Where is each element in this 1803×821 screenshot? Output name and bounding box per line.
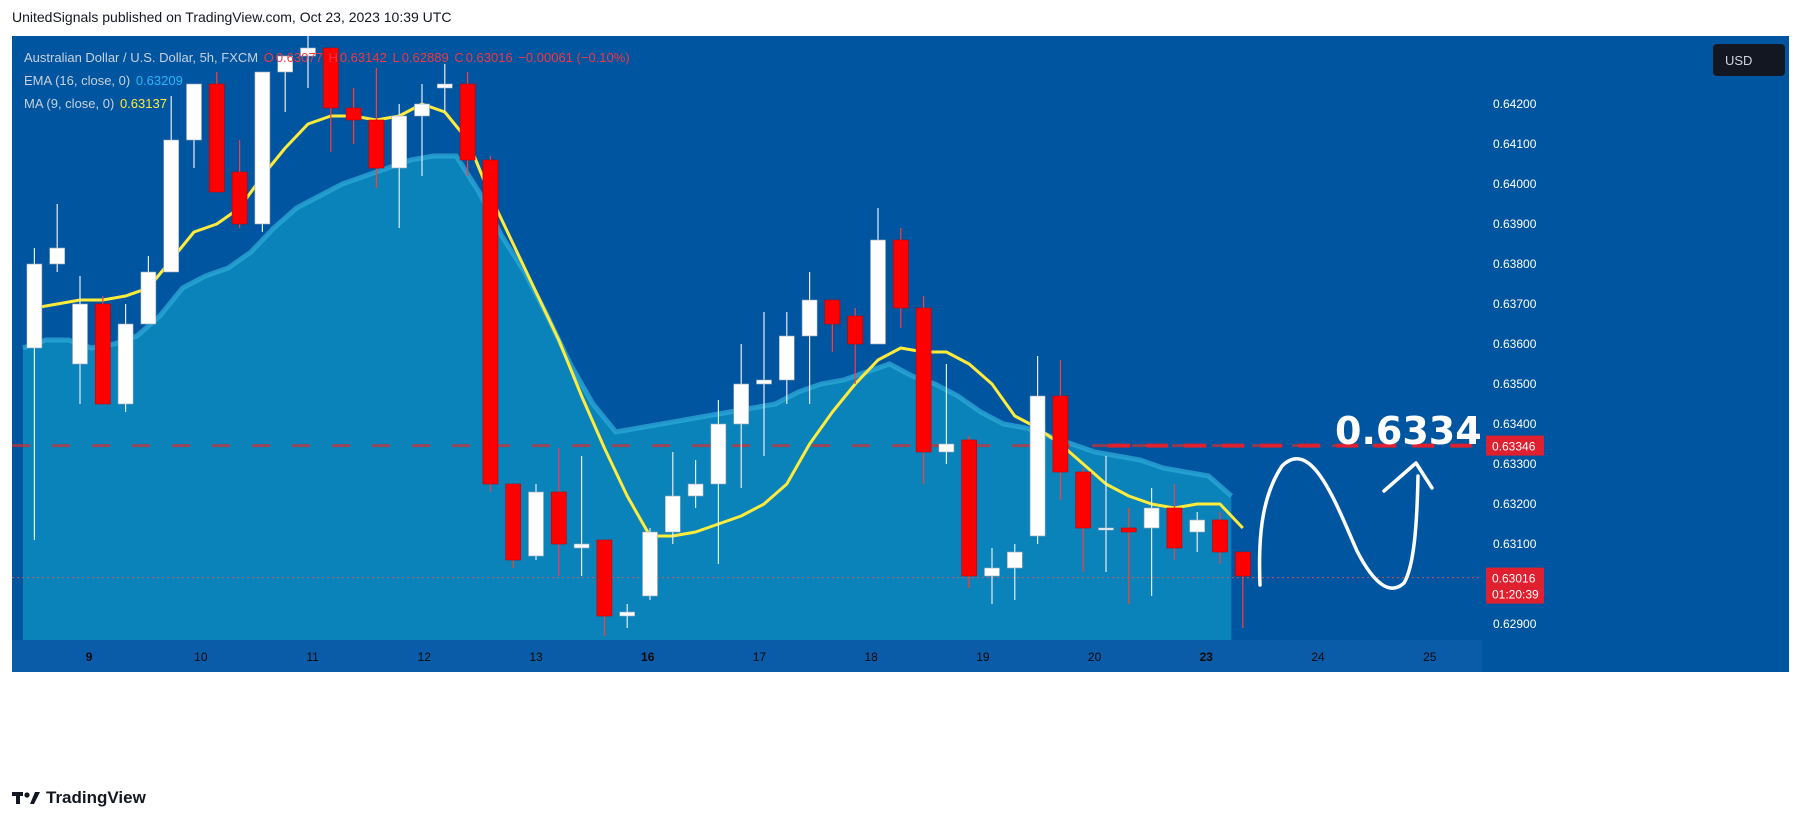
candle-bullish (801, 299, 818, 337)
candle-bullish (870, 239, 886, 345)
candle-bearish (915, 307, 932, 453)
candle-bearish (482, 159, 499, 485)
candle-bearish (209, 83, 225, 193)
candle-bullish (687, 483, 704, 497)
candle-bullish (414, 103, 430, 117)
time-axis-tick: 13 (529, 650, 543, 664)
candle-bullish (140, 271, 157, 325)
time-axis-band (12, 640, 1482, 672)
time-axis-tick: 12 (418, 650, 432, 664)
candle-bullish (1098, 527, 1114, 531)
candle-bullish (1143, 507, 1160, 529)
candle-bearish (231, 171, 248, 225)
candle-bearish (459, 83, 476, 161)
candle-bullish (391, 115, 408, 169)
candle-bullish (186, 83, 202, 141)
candle-bearish (368, 119, 385, 169)
brand-name: TradingView (46, 788, 146, 807)
candle-bearish (596, 539, 613, 617)
price-chart[interactable]: 0.6334 9 10 11 12 13 16 17 18 19 20 23 24 25 0.64200 0.… (12, 36, 1789, 778)
tradingview-logo-icon (12, 792, 40, 804)
candle-bearish (345, 107, 362, 121)
price-axis-tick: 0.62900 (1493, 617, 1537, 631)
price-axis-tick: 0.64200 (1493, 97, 1537, 111)
time-axis-tick: 11 (306, 650, 319, 664)
candle-bearish (824, 299, 841, 325)
candle-bullish (49, 247, 66, 265)
time-axis-tick: 18 (864, 650, 878, 664)
time-axis-tick: 17 (753, 650, 767, 664)
candle-bearish (550, 491, 567, 545)
candle-bullish (1029, 395, 1046, 537)
candle-bullish (72, 303, 88, 365)
ema-cloud (23, 156, 1232, 640)
candle-bearish (1052, 395, 1069, 473)
time-axis-tick: 19 (976, 650, 990, 664)
time-axis-tick: 10 (194, 650, 208, 664)
last-price-badge (1486, 567, 1544, 604)
projection-curve (1257, 457, 1420, 590)
candle-bearish (322, 47, 339, 109)
bar-countdown-label: 01:20:39 (1492, 588, 1539, 602)
candle-bullish (733, 383, 750, 425)
currency-button[interactable]: USD (1713, 44, 1785, 76)
candle-bullish (710, 423, 727, 485)
price-axis-tick: 0.63300 (1493, 457, 1537, 471)
candles-group (26, 36, 1251, 636)
price-axis-tick: 0.64100 (1493, 137, 1537, 151)
candle-bearish (505, 483, 522, 561)
candle-bullish (756, 379, 772, 385)
price-axis-background (1482, 36, 1789, 672)
level-badge (1486, 435, 1544, 456)
last-price-label: 0.63016 (1492, 572, 1536, 586)
candle-bullish (163, 139, 179, 273)
price-axis-tick: 0.63800 (1493, 257, 1537, 271)
candle-bullish (300, 47, 316, 57)
candle-bullish (619, 611, 636, 617)
candle-bullish (778, 335, 795, 381)
candle-bearish (1121, 527, 1137, 533)
target-annotation: 0.6334 (1335, 409, 1482, 453)
publish-header: UnitedSignals published on TradingView.c… (12, 9, 452, 25)
time-axis-tick: 16 (641, 650, 655, 664)
candle-bearish (1235, 551, 1251, 577)
candle-bullish (277, 55, 294, 73)
level-badge-label: 0.63346 (1492, 440, 1536, 454)
brand-footer: TradingView (12, 788, 146, 808)
chart-canvas: 0.6334 9 10 11 12 13 16 17 18 19 20 23 24 25 0.64200 0.… (12, 36, 1789, 672)
time-axis-tick: 23 (1200, 650, 1214, 664)
candle-bearish (1212, 519, 1228, 553)
projection-arrowhead (1382, 461, 1434, 493)
candle-bullish (117, 323, 134, 405)
candle-bullish (984, 567, 1000, 577)
price-axis-tick: 0.63600 (1493, 337, 1537, 351)
candle-bullish (528, 491, 544, 557)
candle-bearish (95, 303, 111, 405)
price-axis-tick: 0.63500 (1493, 377, 1537, 391)
candle-bearish (961, 439, 978, 577)
price-axis-tick: 0.63200 (1493, 497, 1537, 511)
candle-bullish (1189, 519, 1205, 533)
candle-bullish (1006, 551, 1023, 569)
candle-bearish (892, 239, 909, 309)
candle-bearish (1166, 507, 1183, 549)
candle-bullish (436, 83, 453, 89)
candle-bullish (664, 495, 681, 533)
candle-bearish (847, 315, 864, 345)
time-axis-tick: 20 (1088, 650, 1102, 664)
price-axis-tick: 0.63700 (1493, 297, 1537, 311)
candle-bullish (573, 543, 590, 549)
time-axis-tick: 9 (86, 650, 93, 664)
time-axis-tick: 25 (1423, 650, 1437, 664)
candle-bullish (26, 263, 43, 349)
price-axis-tick: 0.63400 (1493, 417, 1537, 431)
candle-bearish (1075, 471, 1091, 529)
price-axis-tick: 0.64000 (1493, 177, 1537, 191)
candle-bullish (254, 71, 271, 225)
time-axis-tick: 24 (1311, 650, 1325, 664)
price-axis-tick: 0.63100 (1493, 537, 1537, 551)
candle-bullish (938, 443, 955, 453)
price-axis-tick: 0.63900 (1493, 217, 1537, 231)
candle-bullish (642, 531, 658, 597)
